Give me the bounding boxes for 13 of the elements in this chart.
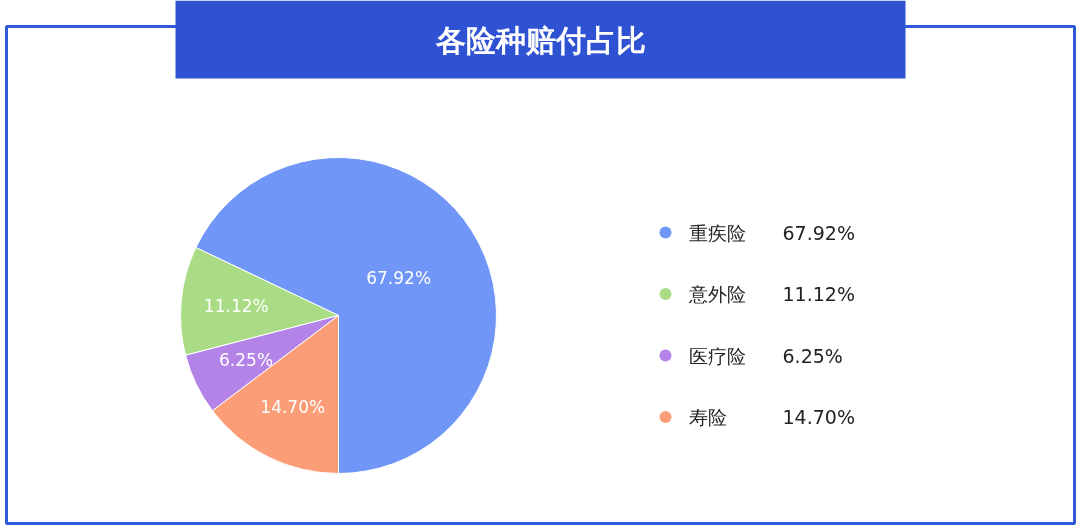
chart-title: 各险种赔付占比 [434, 23, 646, 58]
data-label: 14.70% [260, 397, 326, 418]
data-label: 6.25% [219, 350, 274, 371]
data-label: 11.12% [203, 295, 269, 316]
text: 67.92% [782, 221, 855, 244]
text: 14.70% [782, 406, 855, 428]
legend-label: 重疾险 [688, 221, 746, 244]
legend-label: 意外险 [687, 283, 746, 305]
text: 11.12% [782, 283, 855, 305]
legend-label: 医疗险 [688, 344, 746, 367]
text: 6.25% [782, 344, 843, 367]
data-label: 67.92% [366, 267, 432, 288]
legend-label: 寿险 [688, 406, 727, 428]
